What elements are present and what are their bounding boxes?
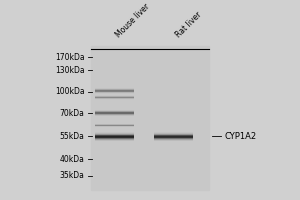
- Text: 130kDa: 130kDa: [55, 66, 85, 75]
- Bar: [91, 46, 209, 190]
- Text: 100kDa: 100kDa: [55, 87, 85, 96]
- Text: 55kDa: 55kDa: [60, 132, 85, 141]
- Text: 70kDa: 70kDa: [60, 109, 85, 118]
- Bar: [154, 133, 193, 134]
- Bar: [154, 132, 193, 133]
- Bar: [154, 134, 193, 135]
- Bar: [95, 112, 134, 113]
- Bar: [95, 135, 134, 136]
- Bar: [95, 133, 134, 134]
- Text: CYP1A2: CYP1A2: [224, 132, 256, 141]
- Text: Rat liver: Rat liver: [174, 10, 203, 39]
- Bar: [95, 110, 134, 111]
- Bar: [95, 134, 134, 135]
- Bar: [95, 140, 134, 141]
- Bar: [95, 114, 134, 115]
- Bar: [95, 137, 134, 138]
- Bar: [95, 113, 134, 114]
- Text: 170kDa: 170kDa: [55, 53, 85, 62]
- Bar: [95, 115, 134, 116]
- Text: 40kDa: 40kDa: [60, 155, 85, 164]
- Bar: [95, 132, 134, 133]
- Bar: [154, 139, 193, 140]
- Text: Mouse liver: Mouse liver: [114, 2, 152, 39]
- Bar: [95, 138, 134, 139]
- Bar: [95, 139, 134, 140]
- Bar: [154, 138, 193, 139]
- Bar: [154, 137, 193, 138]
- Bar: [154, 140, 193, 141]
- Bar: [95, 111, 134, 112]
- Bar: [95, 136, 134, 137]
- Bar: [154, 135, 193, 136]
- Text: 35kDa: 35kDa: [60, 171, 85, 180]
- Bar: [154, 136, 193, 137]
